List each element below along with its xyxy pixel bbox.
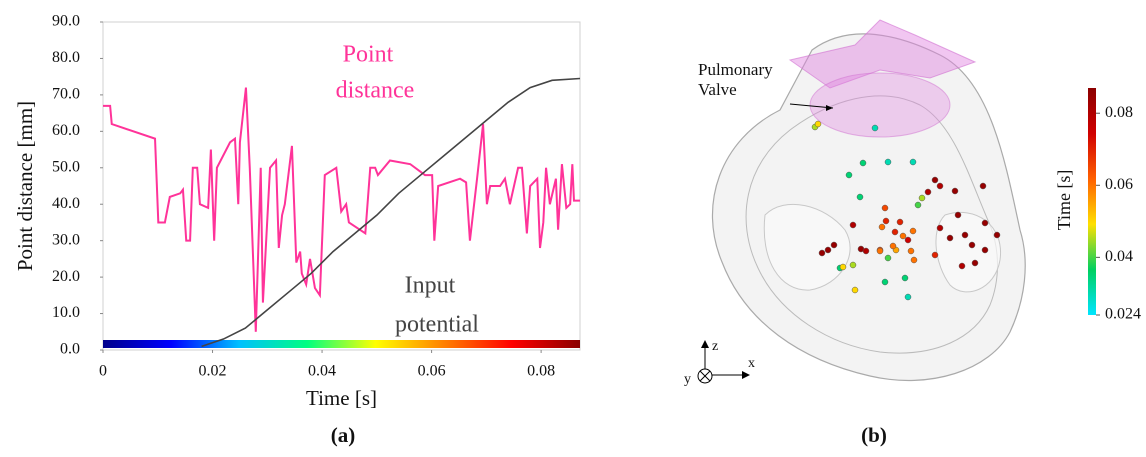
- axis-label-y: y: [684, 372, 691, 387]
- point: [971, 259, 979, 267]
- point: [901, 274, 909, 282]
- x-tick-label: 0.08: [527, 363, 555, 380]
- point: [951, 187, 959, 195]
- series-annotation: distance: [336, 78, 415, 104]
- colorbar-tick-label: 0.04: [1105, 248, 1133, 265]
- colorbar-tick-label: 0.024: [1105, 306, 1141, 323]
- point: [954, 211, 962, 219]
- point: [924, 188, 932, 196]
- point: [931, 176, 939, 184]
- point: [910, 256, 918, 264]
- x-tick-label: 0: [99, 363, 107, 380]
- series-annotation: Point: [343, 42, 394, 68]
- point: [899, 232, 907, 240]
- y-tick-label: 10.0: [52, 304, 80, 321]
- point: [907, 247, 915, 255]
- annotation: Pulmonary: [698, 60, 773, 79]
- point: [981, 219, 989, 227]
- colorbar-title: Time [s]: [1054, 170, 1074, 231]
- point: [946, 234, 954, 242]
- point: [958, 262, 966, 270]
- y-tick-label: 80.0: [52, 49, 80, 66]
- point: [961, 231, 969, 239]
- point: [968, 241, 976, 249]
- y-tick-label: 70.0: [52, 86, 80, 103]
- point: [884, 254, 892, 262]
- panel-label: (a): [331, 423, 356, 447]
- point: [814, 120, 822, 128]
- y-tick-label: 60.0: [52, 122, 80, 139]
- y-tick-label: 30.0: [52, 231, 80, 248]
- point: [884, 158, 892, 166]
- axis-label-x: x: [748, 356, 755, 371]
- y-tick-label: 40.0: [52, 195, 80, 212]
- y-tick-label: 20.0: [52, 268, 80, 285]
- point: [936, 182, 944, 190]
- colorbar: [1088, 88, 1096, 315]
- point: [896, 218, 904, 226]
- y-tick-label: 50.0: [52, 158, 80, 175]
- x-tick-label: 0.02: [199, 363, 227, 380]
- colorbar-tick-label: 0.08: [1105, 104, 1133, 121]
- series-line: [201, 77, 581, 348]
- point: [876, 247, 884, 255]
- point: [878, 223, 886, 231]
- point: [830, 241, 838, 249]
- point: [993, 231, 1001, 239]
- point: [859, 159, 867, 167]
- point: [862, 247, 870, 255]
- colorbar-tick-label: 0.06: [1105, 176, 1133, 193]
- series-annotation: Input: [405, 273, 456, 299]
- point: [904, 236, 912, 244]
- heart-render: [697, 19, 1026, 384]
- point: [845, 171, 853, 179]
- x-axis-title: Time [s]: [306, 386, 377, 410]
- x-tick-label: 0.04: [308, 363, 336, 380]
- point: [979, 182, 987, 190]
- point: [849, 261, 857, 269]
- plot-frame: [102, 21, 581, 351]
- y-tick-label: 90.0: [52, 13, 80, 30]
- point: [904, 293, 912, 301]
- point: [851, 286, 859, 294]
- annotation: Valve: [698, 80, 737, 99]
- point: [936, 224, 944, 232]
- point: [818, 249, 826, 257]
- point: [891, 228, 899, 236]
- point: [889, 242, 897, 250]
- point: [824, 246, 832, 254]
- point: [914, 201, 922, 209]
- point: [871, 124, 879, 132]
- point: [839, 263, 847, 271]
- time-colorbar: [103, 340, 580, 348]
- point: [918, 194, 926, 202]
- series-line: [103, 87, 580, 332]
- point: [881, 278, 889, 286]
- point: [849, 221, 857, 229]
- y-axis-title: Point distance [mm]: [13, 101, 37, 271]
- point: [856, 193, 864, 201]
- point: [882, 217, 890, 225]
- point: [981, 246, 989, 254]
- point: [931, 251, 939, 259]
- point: [909, 227, 917, 235]
- x-tick-label: 0.06: [418, 363, 446, 380]
- series-annotation: potential: [395, 312, 479, 338]
- point: [909, 158, 917, 166]
- axis-label-z: z: [712, 339, 718, 354]
- panel-label: (b): [861, 423, 887, 447]
- y-tick-label: 0.0: [60, 341, 80, 358]
- point: [881, 204, 889, 212]
